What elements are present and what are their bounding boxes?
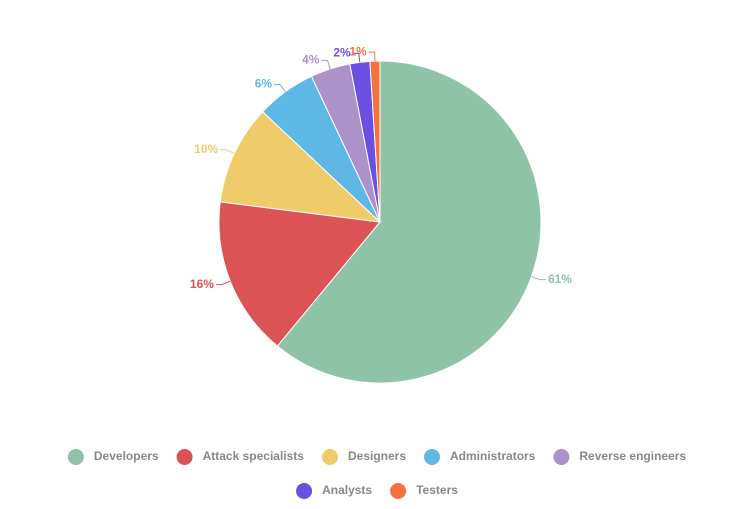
legend-marker (390, 483, 407, 499)
pie-slice (369, 60, 381, 223)
data-label: 6% (255, 77, 273, 91)
pie-slice (219, 111, 382, 223)
legend-item: Designers (321, 449, 406, 465)
data-label: 61% (548, 272, 572, 286)
data-label: 4% (302, 52, 320, 66)
leader-line (368, 51, 376, 62)
legend-label: Analysts (322, 483, 372, 497)
leader-line (274, 83, 286, 93)
leader-line (215, 280, 231, 286)
leader-line (352, 52, 361, 63)
data-label: 2% (333, 46, 351, 60)
legend-label: Testers (416, 483, 458, 497)
legend-item: Developers (67, 449, 159, 465)
legend-item: Administrators (424, 449, 536, 465)
leader-line (321, 59, 331, 70)
legend-item: Testers (390, 483, 458, 499)
data-label: 16% (190, 277, 214, 291)
legend-label: Reverse engineers (579, 449, 686, 463)
legend-item: Reverse engineers (553, 449, 686, 465)
legend-marker (424, 449, 441, 465)
legend-marker (321, 449, 338, 465)
pie-slice (218, 201, 381, 347)
data-label: 10% (194, 142, 218, 156)
legend-marker (176, 449, 193, 465)
legend-label: Developers (94, 449, 159, 463)
legend-label: Administrators (450, 449, 536, 463)
legend-marker (67, 449, 84, 465)
leader-line (531, 276, 546, 281)
legend-label: Attack specialists (203, 449, 305, 463)
legend-marker (296, 483, 313, 499)
legend-label: Designers (348, 449, 406, 463)
legend-item: Analysts (296, 483, 372, 499)
pie-slice (276, 60, 542, 384)
data-label: 1% (349, 44, 367, 58)
leader-line (220, 149, 235, 154)
legend-item: Attack specialists (176, 449, 305, 465)
legend-marker (553, 449, 570, 465)
